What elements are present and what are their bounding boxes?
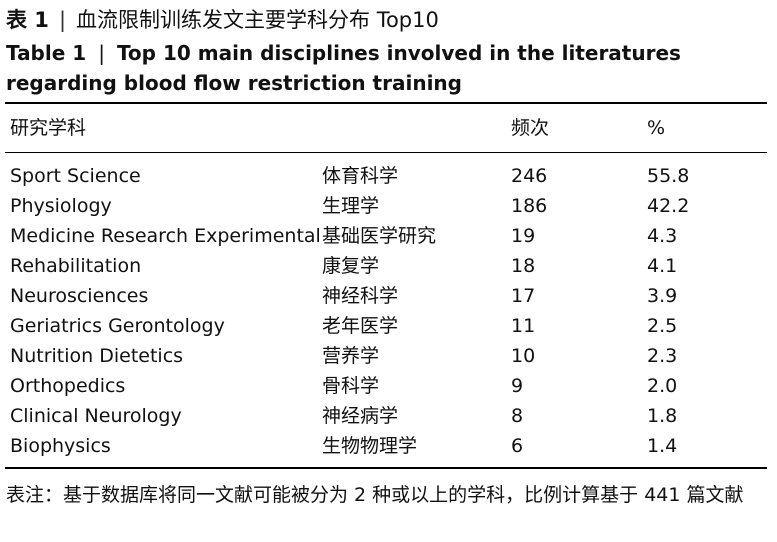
table-row: Rehabilitation 康复学 18 4.1	[0, 251, 777, 281]
caption-cn-separator: |	[58, 8, 67, 32]
caption-cn-title: 血流限制训练发文主要学科分布 Top10	[76, 8, 439, 32]
percent-value: 2.3	[647, 345, 678, 367]
percent-value: 3.9	[647, 285, 678, 307]
header-percent: %	[647, 117, 666, 139]
table-header-rule	[5, 152, 767, 153]
discipline-cn: 骨科学	[322, 375, 380, 397]
table-top-rule	[5, 102, 767, 104]
percent-value: 4.3	[647, 225, 678, 247]
percent-value: 2.0	[647, 375, 678, 397]
percent-value: 2.5	[647, 315, 678, 337]
frequency-value: 6	[511, 435, 524, 457]
discipline-cn: 营养学	[322, 345, 380, 367]
table-row: Biophysics 生物物理学 6 1.4	[0, 431, 777, 461]
caption-en: Table 1 | Top 10 main disciplines involved…	[6, 38, 771, 98]
frequency-value: 10	[511, 345, 536, 367]
discipline-en: Physiology	[10, 195, 112, 217]
table-row: Neurosciences 神经科学 17 3.9	[0, 281, 777, 311]
discipline-en: Neurosciences	[10, 285, 149, 307]
frequency-value: 186	[511, 195, 548, 217]
table-row: Physiology 生理学 186 42.2	[0, 191, 777, 221]
discipline-cn: 老年医学	[322, 315, 399, 337]
percent-value: 4.1	[647, 255, 678, 277]
table-row: Nutrition Dietetics 营养学 10 2.3	[0, 341, 777, 371]
discipline-cn: 康复学	[322, 255, 380, 277]
table-bottom-rule	[5, 467, 767, 469]
frequency-value: 17	[511, 285, 536, 307]
caption-en-title: Top 10 main disciplines involved in the …	[6, 41, 681, 95]
discipline-cn: 生物物理学	[322, 435, 418, 457]
discipline-en: Medicine Research Experimental	[10, 225, 321, 247]
table-row: Sport Science 体育科学 246 55.8	[0, 161, 777, 191]
frequency-value: 19	[511, 225, 536, 247]
discipline-cn: 神经病学	[322, 405, 399, 427]
table-row: Medicine Research Experimental 基础医学研究 19…	[0, 221, 777, 251]
discipline-cn: 体育科学	[322, 165, 399, 187]
discipline-cn: 生理学	[322, 195, 380, 217]
percent-value: 55.8	[647, 165, 690, 187]
discipline-cn: 神经科学	[322, 285, 399, 307]
header-frequency: 频次	[511, 117, 550, 139]
discipline-cn: 基础医学研究	[322, 225, 437, 247]
percent-value: 1.4	[647, 435, 678, 457]
discipline-en: Orthopedics	[10, 375, 126, 397]
table-row: Clinical Neurology 神经病学 8 1.8	[0, 401, 777, 431]
caption-en-label: Table 1	[6, 41, 87, 65]
percent-value: 1.8	[647, 405, 678, 427]
table-row: Geriatrics Gerontology 老年医学 11 2.5	[0, 311, 777, 341]
header-discipline: 研究学科	[10, 117, 87, 139]
discipline-en: Geriatrics Gerontology	[10, 315, 225, 337]
caption-cn-label: 表 1	[6, 8, 49, 32]
frequency-value: 246	[511, 165, 548, 187]
discipline-en: Rehabilitation	[10, 255, 142, 277]
frequency-value: 18	[511, 255, 536, 277]
table-note: 表注：基于数据库将同一文献可能被分为 2 种或以上的学科，比例计算基于 441 …	[6, 484, 744, 506]
frequency-value: 9	[511, 375, 524, 397]
discipline-en: Clinical Neurology	[10, 405, 182, 427]
discipline-en: Biophysics	[10, 435, 111, 457]
discipline-en: Nutrition Dietetics	[10, 345, 184, 367]
percent-value: 42.2	[647, 195, 690, 217]
caption-cn: 表 1 | 血流限制训练发文主要学科分布 Top10	[6, 6, 439, 34]
frequency-value: 8	[511, 405, 524, 427]
frequency-value: 11	[511, 315, 536, 337]
table-row: Orthopedics 骨科学 9 2.0	[0, 371, 777, 401]
discipline-en: Sport Science	[10, 165, 141, 187]
caption-en-separator: |	[98, 41, 105, 65]
